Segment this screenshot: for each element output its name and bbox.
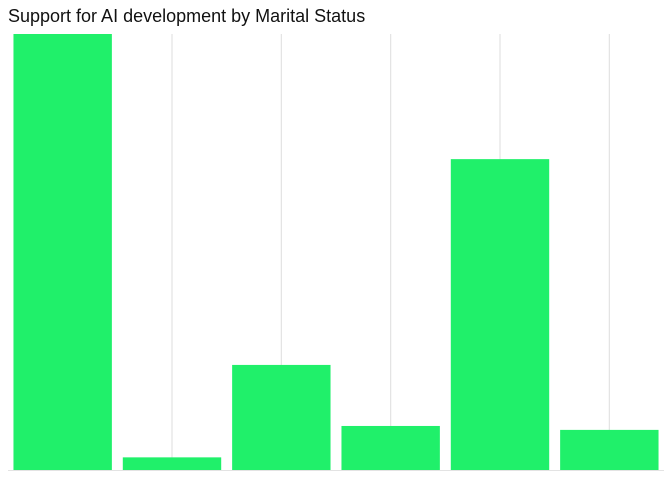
chart-title: Support for AI development by Marital St… [8,6,366,26]
bar-6 [560,429,659,470]
bar-5 [450,159,550,470]
bars [13,34,659,470]
bar-2 [122,457,222,470]
bar-3 [232,364,331,470]
bar-4 [341,425,440,470]
bar-1 [13,34,112,470]
